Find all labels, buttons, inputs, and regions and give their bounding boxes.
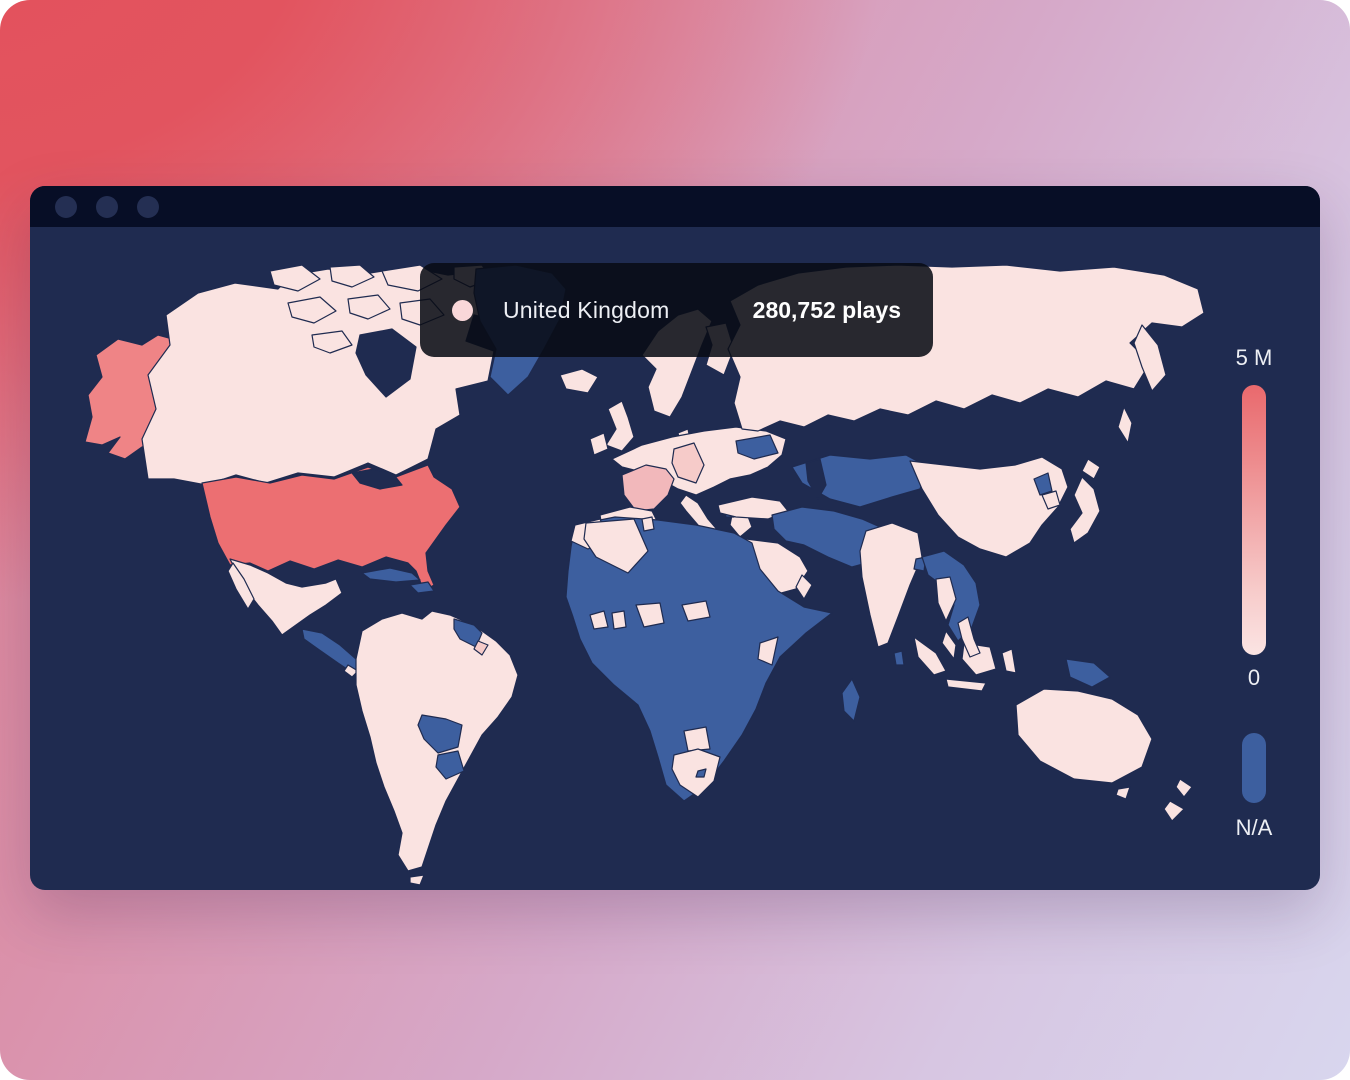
region-tasmania[interactable] xyxy=(1115,786,1131,800)
world-choropleth-map xyxy=(84,264,1205,886)
region-belarus[interactable] xyxy=(735,434,779,460)
window-control-minimize-icon[interactable] xyxy=(96,195,118,218)
region-hispaniola[interactable] xyxy=(409,581,435,594)
region-china[interactable] xyxy=(909,456,1069,558)
region-africa-mainland[interactable] xyxy=(565,516,833,802)
region-kamchatka[interactable] xyxy=(1133,324,1167,392)
region-ivory-coast[interactable] xyxy=(589,610,609,630)
region-new-zealand-south[interactable] xyxy=(1163,800,1185,822)
window-control-close-icon[interactable] xyxy=(55,195,77,218)
region-arctic-islands[interactable] xyxy=(311,330,353,354)
water-hudson-bay xyxy=(355,328,417,398)
region-germany[interactable] xyxy=(671,442,705,484)
region-sulawesi[interactable] xyxy=(1001,648,1017,674)
region-japan-honshu[interactable] xyxy=(1069,476,1101,544)
region-bolivia[interactable] xyxy=(417,714,463,754)
region-tunisia[interactable] xyxy=(641,516,655,532)
region-kenya[interactable] xyxy=(757,636,779,666)
region-ireland[interactable] xyxy=(589,432,609,456)
map-tooltip: United Kingdom 280,752 plays xyxy=(420,263,933,357)
region-central-african-republic[interactable] xyxy=(681,600,711,622)
region-cuba[interactable] xyxy=(361,567,421,583)
region-sumatra[interactable] xyxy=(913,636,947,676)
region-new-zealand-north[interactable] xyxy=(1175,778,1193,798)
window-titlebar xyxy=(30,186,1320,227)
tooltip-plays-value: 280,752 plays xyxy=(752,296,901,323)
region-french-guiana[interactable] xyxy=(473,640,489,656)
legend-na-label: N/A xyxy=(1235,815,1273,840)
region-botswana[interactable] xyxy=(683,726,711,752)
region-madagascar[interactable] xyxy=(841,678,861,722)
region-tierra-del-fuego[interactable] xyxy=(409,874,425,886)
region-united-kingdom[interactable] xyxy=(605,400,635,452)
legend-na-swatch xyxy=(1242,733,1266,803)
legend-max-label: 5 M xyxy=(1235,345,1273,370)
region-baja-california[interactable] xyxy=(227,562,255,610)
region-new-guinea[interactable] xyxy=(1065,658,1111,688)
legend-gradient-bar xyxy=(1242,385,1266,655)
region-south-africa[interactable] xyxy=(671,748,721,798)
region-costa-rica[interactable] xyxy=(343,664,359,678)
region-iceland[interactable] xyxy=(559,368,599,394)
region-united-states[interactable] xyxy=(201,464,461,592)
region-india[interactable] xyxy=(859,522,923,648)
region-java[interactable] xyxy=(945,678,987,692)
region-australia[interactable] xyxy=(1015,688,1153,784)
region-arctic-islands[interactable] xyxy=(347,294,391,320)
region-philippines[interactable] xyxy=(957,616,981,658)
water-caspian-sea xyxy=(805,458,827,500)
region-sakhalin[interactable] xyxy=(1117,406,1133,444)
region-thailand[interactable] xyxy=(935,576,957,622)
region-paraguay[interactable] xyxy=(435,750,465,780)
region-arctic-islands[interactable] xyxy=(329,264,375,288)
app-window: United Kingdom 280,752 plays 5 M 0 N/A xyxy=(30,186,1320,890)
region-sri-lanka[interactable] xyxy=(893,650,905,666)
region-arctic-islands[interactable] xyxy=(287,296,337,324)
region-malay-peninsula[interactable] xyxy=(941,630,957,660)
region-algeria[interactable] xyxy=(583,518,649,574)
region-france[interactable] xyxy=(621,464,675,512)
region-arctic-islands[interactable] xyxy=(269,264,321,292)
region-ghana[interactable] xyxy=(611,610,627,630)
map-legend: 5 M 0 N/A xyxy=(1215,343,1293,843)
tooltip-country-label: United Kingdom xyxy=(503,296,670,323)
region-north-korea[interactable] xyxy=(1033,472,1053,496)
region-south-korea[interactable] xyxy=(1041,490,1061,510)
region-mexico[interactable] xyxy=(229,558,343,636)
tooltip-color-swatch-icon xyxy=(452,299,473,321)
region-lesotho[interactable] xyxy=(695,768,707,778)
legend-min-label: 0 xyxy=(1247,665,1261,690)
region-nigeria[interactable] xyxy=(635,602,665,628)
region-japan-hokkaido[interactable] xyxy=(1081,458,1101,480)
window-control-zoom-icon[interactable] xyxy=(137,195,159,218)
water-great-lakes xyxy=(351,468,403,490)
region-oman[interactable] xyxy=(795,574,813,600)
